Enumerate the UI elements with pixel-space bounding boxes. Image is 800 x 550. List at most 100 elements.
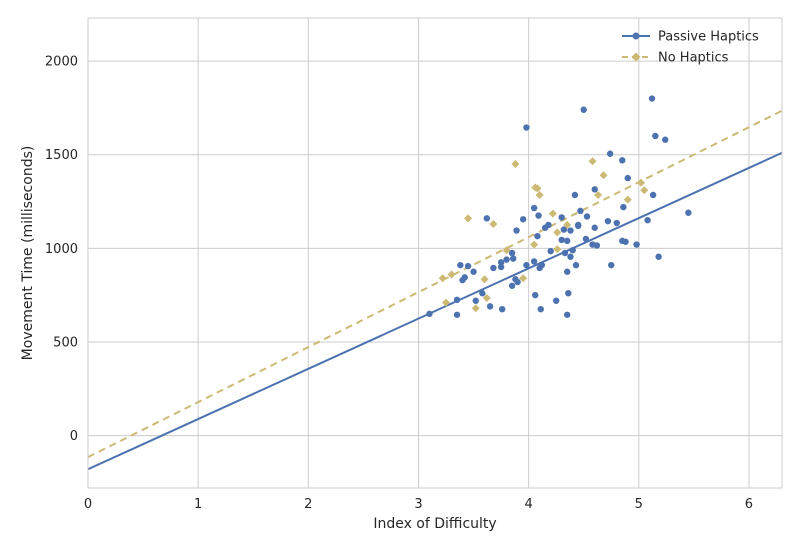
data-point bbox=[535, 190, 544, 199]
legend-marker-1 bbox=[631, 52, 641, 62]
data-point bbox=[510, 255, 517, 262]
data-point bbox=[479, 290, 486, 297]
x-tick-label: 1 bbox=[194, 497, 202, 512]
data-point bbox=[565, 290, 572, 297]
legend-marker-0 bbox=[632, 32, 640, 40]
x-tick-label: 2 bbox=[304, 497, 312, 512]
data-point bbox=[561, 249, 569, 257]
data-point bbox=[533, 184, 542, 193]
data-point bbox=[548, 209, 557, 218]
data-point bbox=[563, 268, 571, 275]
x-tick-label: 4 bbox=[524, 497, 532, 512]
data-point bbox=[662, 136, 669, 143]
data-point bbox=[636, 178, 645, 187]
data-point bbox=[593, 242, 601, 249]
data-point bbox=[438, 274, 447, 283]
data-point bbox=[558, 236, 565, 244]
data-points bbox=[426, 95, 692, 318]
y-tick-label: 2000 bbox=[45, 55, 78, 70]
data-point bbox=[567, 253, 574, 260]
data-point bbox=[560, 226, 568, 233]
x-tick-labels: 0 1 2 3 4 5 6 bbox=[84, 497, 753, 512]
data-point bbox=[538, 261, 546, 269]
data-point bbox=[652, 132, 659, 140]
data-point bbox=[591, 224, 598, 231]
x-tick-label: 0 bbox=[84, 497, 92, 512]
data-point bbox=[503, 256, 510, 263]
data-point bbox=[530, 258, 538, 265]
data-point bbox=[563, 237, 571, 245]
data-point bbox=[464, 262, 472, 270]
data-point bbox=[519, 216, 527, 223]
data-point bbox=[523, 261, 530, 269]
data-point bbox=[464, 214, 473, 223]
data-point bbox=[453, 311, 461, 318]
data-point bbox=[489, 219, 498, 228]
data-point bbox=[649, 191, 657, 199]
fit-line-1 bbox=[88, 109, 782, 458]
data-point bbox=[497, 259, 505, 266]
data-point bbox=[472, 297, 479, 304]
data-point bbox=[497, 263, 505, 271]
data-point bbox=[575, 222, 582, 230]
data-point bbox=[606, 150, 614, 157]
y-axis-label: Movement Time (milliseconds) bbox=[20, 146, 36, 361]
data-point bbox=[502, 246, 511, 255]
data-point bbox=[470, 268, 477, 275]
data-point bbox=[508, 282, 516, 289]
data-point bbox=[480, 275, 489, 284]
plot-frame bbox=[87, 17, 783, 489]
data-point bbox=[511, 160, 520, 169]
y-tick-label: 1500 bbox=[45, 148, 78, 163]
data-point bbox=[530, 204, 538, 212]
data-point bbox=[599, 171, 608, 180]
data-point bbox=[482, 293, 491, 302]
data-point bbox=[608, 261, 615, 269]
data-point bbox=[619, 157, 626, 164]
data-point bbox=[594, 190, 603, 199]
data-point bbox=[577, 207, 584, 215]
data-point bbox=[620, 203, 627, 211]
y-tick-labels: 0 500 1000 1500 2000 bbox=[45, 55, 78, 445]
data-point bbox=[580, 106, 587, 113]
data-point bbox=[569, 246, 576, 254]
data-point bbox=[508, 249, 516, 257]
data-point bbox=[624, 174, 631, 182]
data-point bbox=[648, 95, 656, 102]
data-point bbox=[553, 228, 562, 237]
data-point bbox=[483, 215, 490, 222]
data-point bbox=[552, 297, 560, 304]
x-tick-label: 3 bbox=[414, 497, 422, 512]
data-point bbox=[519, 274, 528, 283]
x-tick-label: 5 bbox=[635, 497, 643, 512]
data-point bbox=[426, 310, 433, 318]
data-point bbox=[461, 274, 468, 281]
y-tick-label: 500 bbox=[53, 335, 78, 350]
data-point bbox=[537, 305, 544, 313]
data-point bbox=[532, 291, 539, 299]
data-point bbox=[553, 245, 562, 254]
data-point bbox=[545, 221, 552, 229]
data-point bbox=[563, 220, 572, 229]
data-point bbox=[583, 213, 591, 220]
data-point bbox=[633, 241, 640, 248]
data-point bbox=[563, 311, 571, 318]
data-point bbox=[623, 195, 632, 204]
data-point bbox=[644, 217, 651, 224]
data-point bbox=[471, 304, 480, 313]
data-point bbox=[534, 232, 541, 240]
data-point bbox=[457, 261, 464, 269]
x-tick-label: 6 bbox=[745, 497, 753, 512]
data-point bbox=[486, 303, 494, 310]
data-point bbox=[685, 209, 692, 216]
data-point bbox=[523, 124, 530, 131]
data-point bbox=[655, 253, 662, 260]
data-point bbox=[582, 235, 590, 243]
data-point bbox=[514, 278, 521, 286]
data-point bbox=[453, 296, 461, 304]
fit-line-0 bbox=[88, 151, 782, 471]
y-tick-label: 1000 bbox=[45, 242, 78, 257]
data-point bbox=[513, 227, 520, 234]
data-point bbox=[447, 270, 456, 279]
